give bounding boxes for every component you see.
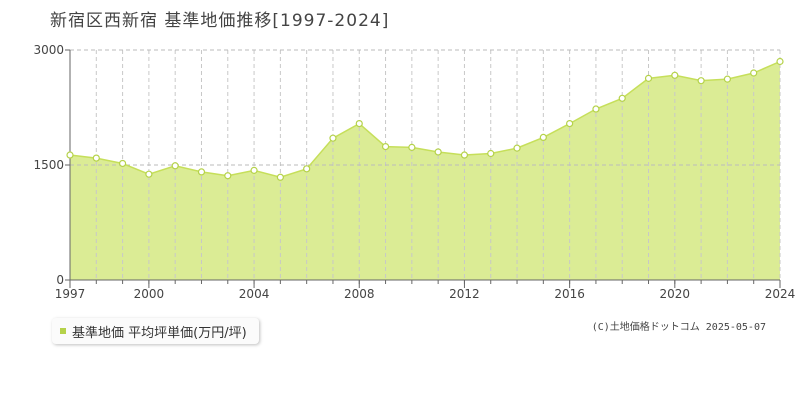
data-point [487,149,495,158]
data-point [566,119,574,128]
y-tick-label: 0 [56,273,64,287]
chart-title: 新宿区西新宿 基準地価推移[1997-2024] [50,11,390,31]
area-fill [70,61,780,280]
data-point [145,170,153,178]
data-point [355,119,363,128]
data-point [460,151,469,159]
data-point [513,144,521,152]
data-point [66,151,74,159]
x-tick-label: 2012 [449,287,480,301]
data-point [118,159,127,168]
x-tick-label: 1997 [55,287,86,301]
data-point [671,71,679,79]
data-point [408,143,416,151]
data-point [750,69,758,77]
legend: 基準地価 平均坪単価(万円/坪) [52,318,259,344]
data-point [723,75,732,83]
data-point [644,74,653,82]
data-point [92,154,100,162]
data-point [776,57,784,66]
legend-swatch [60,328,66,334]
data-point [434,148,442,156]
y-tick-label: 1500 [33,158,64,172]
data-point [697,77,705,85]
credit-text: (C)土地価格ドットコム 2025-05-07 [591,322,766,333]
data-point [197,168,206,176]
data-point [224,172,232,180]
data-point [276,173,284,181]
x-tick-label: 2016 [554,287,585,301]
x-tick-label: 2004 [239,287,270,301]
data-point [381,143,390,151]
data-point [303,165,311,173]
data-point [329,134,337,142]
data-point [539,133,547,141]
series-line [69,60,781,179]
x-tick-label: 2000 [134,287,165,301]
data-point [171,162,179,170]
x-tick-label: 2008 [344,287,375,301]
data-point [250,166,258,174]
data-point [592,105,600,113]
x-tick-label: 2024 [765,287,796,301]
data-point [618,94,626,102]
y-tick-label: 3000 [33,43,64,57]
legend-label: 基準地価 平均坪単価(万円/坪) [72,325,247,341]
x-tick-label: 2020 [660,287,691,301]
